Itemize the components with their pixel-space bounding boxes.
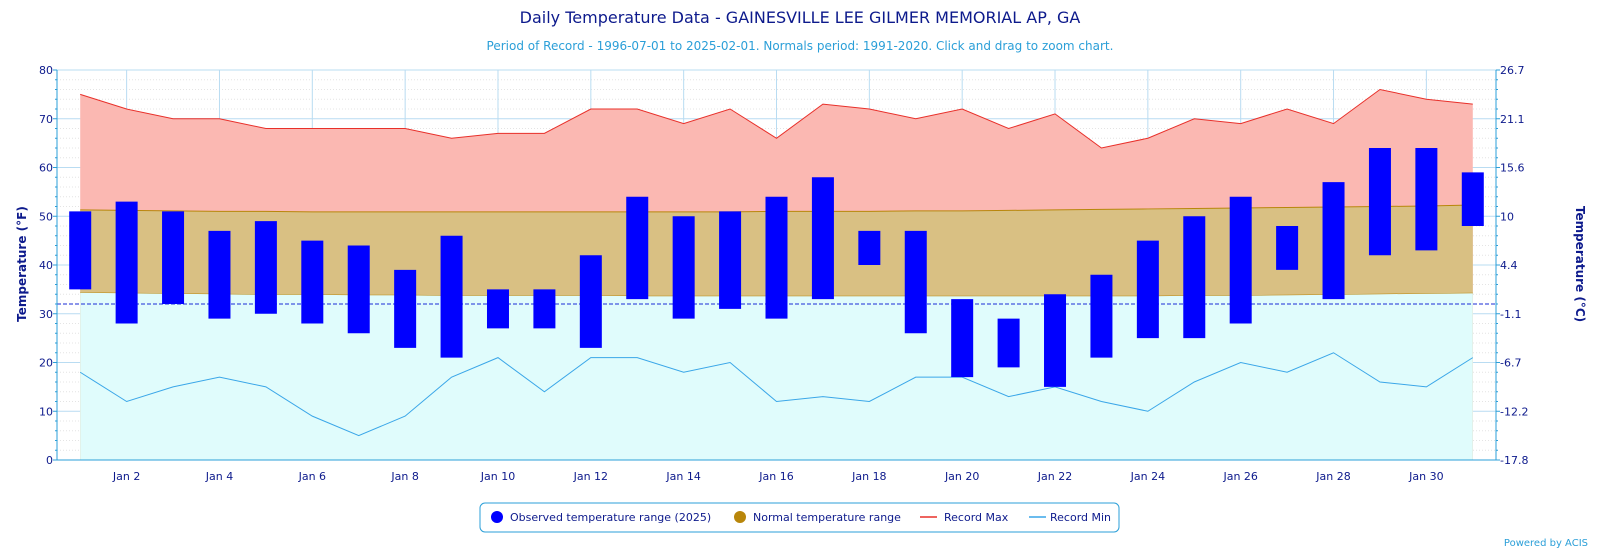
x-tick-label: Jan 30 xyxy=(1408,470,1443,483)
observed-bar[interactable] xyxy=(347,245,370,334)
y-right-tick-label: -17.8 xyxy=(1500,454,1528,467)
observed-bar[interactable] xyxy=(858,230,881,265)
observed-bar[interactable] xyxy=(486,289,509,329)
x-tick-label: Jan 22 xyxy=(1037,470,1072,483)
record-min-fill xyxy=(80,292,1473,460)
observed-bar[interactable] xyxy=(115,201,138,324)
x-tick-label: Jan 10 xyxy=(480,470,515,483)
observed-bar[interactable] xyxy=(811,177,834,300)
legend-record-max-label: Record Max xyxy=(944,511,1009,524)
y-right-tick-label: 4.4 xyxy=(1500,259,1518,272)
observed-bar[interactable] xyxy=(440,235,463,358)
legend-item-observed[interactable]: Observed temperature range (2025) xyxy=(491,511,711,524)
observed-bar[interactable] xyxy=(579,255,602,348)
record-min-line xyxy=(79,352,1474,437)
record-min-area xyxy=(80,292,1473,460)
y-tick-label: 60 xyxy=(39,162,53,175)
observed-bar[interactable] xyxy=(1322,182,1345,300)
observed-bar[interactable] xyxy=(997,318,1020,368)
observed-bar[interactable] xyxy=(719,211,742,309)
observed-bar[interactable] xyxy=(533,289,556,329)
observed-bar[interactable] xyxy=(1090,274,1113,358)
legend-item-normal[interactable]: Normal temperature range xyxy=(734,511,901,524)
observed-bar[interactable] xyxy=(162,211,185,304)
observed-bar[interactable] xyxy=(626,196,649,300)
y-tick-label: 20 xyxy=(39,357,53,370)
observed-bar[interactable] xyxy=(1136,240,1159,339)
chart-title: Daily Temperature Data - GAINESVILLE LEE… xyxy=(520,8,1081,27)
observed-bar[interactable] xyxy=(1368,148,1391,256)
x-tick-label: Jan 18 xyxy=(851,470,886,483)
observed-bar[interactable] xyxy=(765,196,788,319)
x-tick-label: Jan 2 xyxy=(112,470,140,483)
observed-bars[interactable] xyxy=(69,148,1484,387)
y-right-tick-label: -1.1 xyxy=(1500,308,1521,321)
observed-bar[interactable] xyxy=(951,299,974,378)
x-axis-ticks: Jan 2 Jan 4 Jan 6 Jan 8 Jan 10 Jan 12 Jan 14 Ja… xyxy=(112,470,1444,483)
y-axis-left-ticks: 0 10 20 30 40 50 60 70 80 xyxy=(39,64,53,467)
legend-observed-marker xyxy=(491,511,503,523)
axes xyxy=(53,69,1500,461)
legend-normal-marker xyxy=(734,511,746,523)
x-tick-label: Jan 20 xyxy=(944,470,979,483)
x-tick-label: Jan 28 xyxy=(1315,470,1350,483)
y-axis-left-title: Temperature (°F) xyxy=(15,206,29,322)
record-max-line xyxy=(80,88,1473,149)
observed-bar[interactable] xyxy=(1044,294,1067,387)
y-tick-label: 0 xyxy=(46,454,53,467)
x-tick-label: Jan 16 xyxy=(758,470,793,483)
x-tick-label: Jan 4 xyxy=(205,470,233,483)
x-tick-label: Jan 24 xyxy=(1130,470,1165,483)
legend-item-record-min[interactable]: Record Min xyxy=(1029,511,1111,524)
legend[interactable]: Observed temperature range (2025) Normal… xyxy=(479,502,1120,533)
observed-bar[interactable] xyxy=(1415,148,1438,251)
observed-bar[interactable] xyxy=(301,240,324,324)
legend-observed-label: Observed temperature range (2025) xyxy=(510,511,711,524)
y-right-tick-label: 15.6 xyxy=(1500,162,1525,175)
y-right-tick-label: 10 xyxy=(1500,210,1514,223)
observed-bar[interactable] xyxy=(1461,172,1484,226)
chart-subtitle: Period of Record - 1996-07-01 to 2025-02… xyxy=(487,39,1114,53)
y-axis-right-title: Temperature (°C) xyxy=(1573,206,1587,322)
observed-bar[interactable] xyxy=(672,216,695,319)
legend-record-min-label: Record Min xyxy=(1050,511,1111,524)
observed-bar[interactable] xyxy=(1276,226,1299,270)
x-tick-label: Jan 8 xyxy=(390,470,418,483)
y-right-tick-label: -6.7 xyxy=(1500,357,1521,370)
y-tick-label: 40 xyxy=(39,259,53,272)
y-right-tick-label: 21.1 xyxy=(1500,113,1525,126)
observed-bar[interactable] xyxy=(394,269,417,348)
x-tick-label: Jan 6 xyxy=(298,470,326,483)
observed-bar[interactable] xyxy=(904,230,927,334)
observed-bar[interactable] xyxy=(1229,196,1252,324)
y-tick-label: 30 xyxy=(39,308,53,321)
y-tick-label: 80 xyxy=(39,64,53,77)
legend-box xyxy=(479,502,1120,533)
observed-bar[interactable] xyxy=(208,230,231,319)
observed-bar[interactable] xyxy=(69,211,92,290)
x-tick-label: Jan 14 xyxy=(665,470,700,483)
x-tick-label: Jan 26 xyxy=(1222,470,1257,483)
y-axis-right-ticks: -17.8 -12.2 -6.7 -1.1 4.4 10 15.6 21.1 26.7 xyxy=(1500,64,1528,467)
observed-bar[interactable] xyxy=(1183,216,1206,339)
legend-item-record-max[interactable]: Record Max xyxy=(920,511,1009,524)
y-tick-label: 70 xyxy=(39,113,53,126)
observed-bar[interactable] xyxy=(254,221,277,314)
x-tick-label: Jan 12 xyxy=(573,470,608,483)
y-right-tick-label: 26.7 xyxy=(1500,64,1525,77)
credit-link[interactable]: Powered by ACIS xyxy=(1504,538,1588,549)
record-lines xyxy=(79,88,1474,437)
y-tick-label: 50 xyxy=(39,210,53,223)
y-tick-label: 10 xyxy=(39,405,53,418)
legend-normal-label: Normal temperature range xyxy=(753,511,901,524)
y-right-tick-label: -12.2 xyxy=(1500,405,1528,418)
